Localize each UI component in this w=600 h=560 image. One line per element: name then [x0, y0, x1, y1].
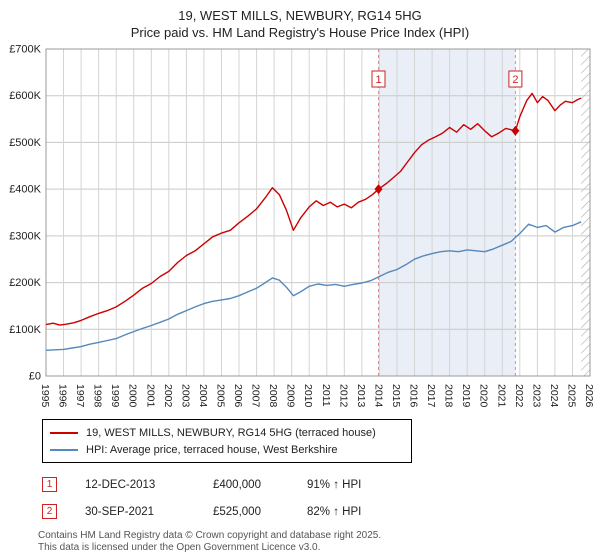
sale-row-2: 2 30-SEP-2021 £525,000 82% ↑ HPI: [42, 503, 600, 520]
svg-text:2022: 2022: [513, 384, 525, 408]
svg-text:2024: 2024: [548, 384, 560, 408]
page-subtitle: Price paid vs. HM Land Registry's House …: [130, 25, 470, 40]
license-footer: Contains HM Land Registry data © Crown c…: [38, 530, 600, 554]
svg-text:£0: £0: [29, 371, 41, 383]
svg-text:1: 1: [375, 74, 381, 86]
svg-text:1997: 1997: [74, 384, 86, 408]
legend-label-hpi: HPI: Average price, terraced house, West…: [86, 443, 338, 456]
footer-line-1: Contains HM Land Registry data © Crown c…: [38, 530, 382, 541]
sale-row-1: 1 12-DEC-2013 £400,000 91% ↑ HPI: [42, 476, 600, 493]
red-line-swatch: [50, 431, 78, 434]
svg-text:2009: 2009: [285, 384, 297, 408]
sale-1-hpi-delta: 91% ↑ HPI: [307, 478, 362, 491]
svg-text:2002: 2002: [162, 384, 174, 408]
legend-item-price-paid: 19, WEST MILLS, NEWBURY, RG14 5HG (terra…: [50, 424, 404, 441]
chart-header: 19, WEST MILLS, NEWBURY, RG14 5HG Price …: [0, 0, 600, 41]
svg-text:2008: 2008: [267, 384, 279, 408]
svg-text:2026: 2026: [583, 384, 595, 408]
svg-text:1996: 1996: [57, 384, 69, 408]
svg-text:2: 2: [512, 74, 518, 86]
svg-text:1995: 1995: [39, 384, 51, 408]
svg-text:2018: 2018: [443, 384, 455, 408]
svg-text:£700K: £700K: [9, 44, 41, 56]
svg-text:2016: 2016: [408, 384, 420, 408]
svg-text:2006: 2006: [232, 384, 244, 408]
svg-text:2011: 2011: [320, 384, 332, 407]
svg-text:2003: 2003: [179, 384, 191, 408]
blue-line-swatch: [50, 448, 78, 451]
svg-text:2007: 2007: [250, 384, 262, 408]
svg-text:2000: 2000: [127, 384, 139, 408]
page-title: 19, WEST MILLS, NEWBURY, RG14 5HG: [178, 8, 422, 23]
svg-text:2021: 2021: [495, 384, 507, 408]
sale-2-marker-box: 2: [42, 504, 57, 519]
legend: 19, WEST MILLS, NEWBURY, RG14 5HG (terra…: [42, 419, 412, 463]
svg-text:2025: 2025: [566, 384, 578, 408]
svg-text:£200K: £200K: [9, 277, 41, 289]
svg-text:2012: 2012: [337, 384, 349, 408]
svg-text:2020: 2020: [478, 384, 490, 408]
svg-text:£100K: £100K: [9, 324, 41, 336]
svg-text:2010: 2010: [302, 384, 314, 408]
svg-text:£300K: £300K: [9, 230, 41, 242]
svg-text:2013: 2013: [355, 384, 367, 408]
sale-2-date: 30-SEP-2021: [85, 505, 155, 518]
sale-1-marker-box: 1: [42, 477, 57, 492]
sale-1-price: £400,000: [213, 478, 261, 491]
svg-text:2001: 2001: [144, 384, 156, 408]
svg-text:1999: 1999: [109, 384, 121, 408]
svg-text:2017: 2017: [425, 384, 437, 408]
svg-text:£600K: £600K: [9, 90, 41, 102]
sale-2-price: £525,000: [213, 505, 261, 518]
svg-text:2019: 2019: [460, 384, 472, 408]
legend-item-hpi: HPI: Average price, terraced house, West…: [50, 441, 404, 458]
svg-text:2015: 2015: [390, 384, 402, 408]
svg-text:2004: 2004: [197, 384, 209, 408]
svg-text:1998: 1998: [92, 384, 104, 408]
svg-text:£500K: £500K: [9, 137, 41, 149]
svg-text:2023: 2023: [530, 384, 542, 408]
legend-label-price-paid: 19, WEST MILLS, NEWBURY, RG14 5HG (terra…: [86, 426, 376, 439]
price-chart: £0 £100K £200K £300K £400K £500K £600K £700K 199…: [9, 44, 595, 408]
sale-2-hpi-delta: 82% ↑ HPI: [307, 505, 362, 518]
footer-line-2: This data is licensed under the Open Gov…: [38, 542, 321, 553]
svg-text:£400K: £400K: [9, 184, 41, 196]
sale-1-date: 12-DEC-2013: [85, 478, 156, 491]
svg-text:2014: 2014: [372, 384, 384, 408]
sale-annotations: 1 12-DEC-2013 £400,000 91% ↑ HPI 2 30-SE…: [42, 476, 600, 520]
svg-text:2005: 2005: [215, 384, 227, 408]
